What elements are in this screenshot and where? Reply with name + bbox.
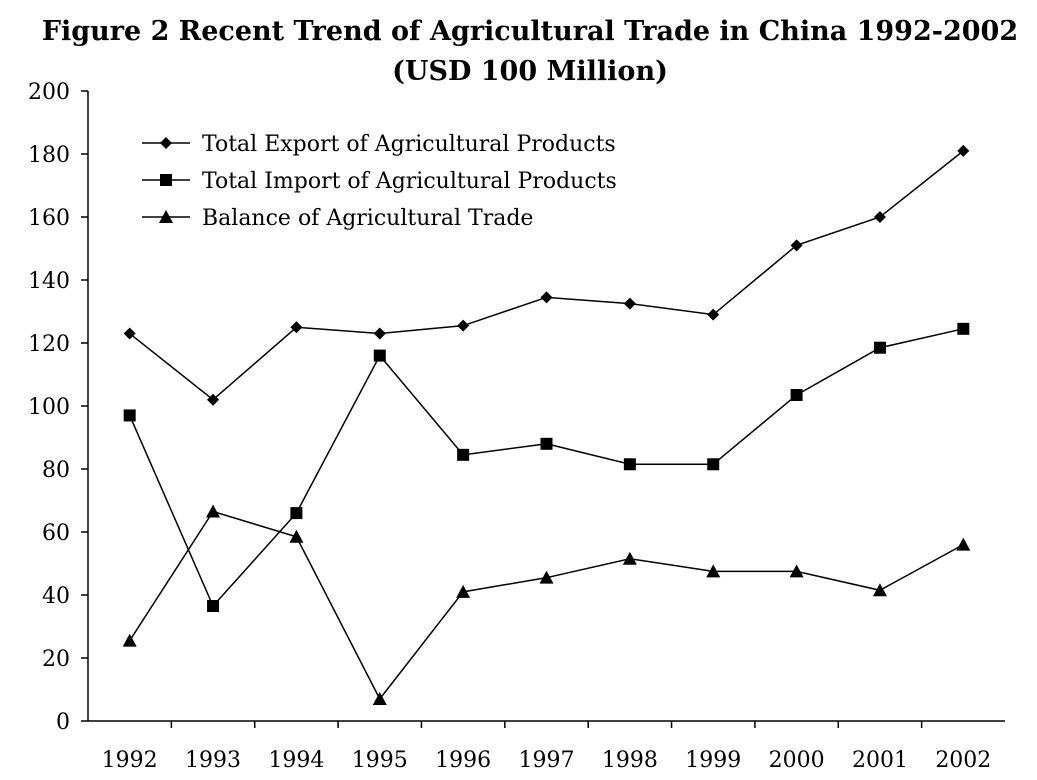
data-point-square — [873, 341, 886, 354]
series-square — [123, 322, 970, 613]
data-point-triangle — [622, 551, 637, 565]
data-point-triangle — [289, 529, 304, 543]
data-point-diamond — [790, 239, 803, 252]
data-point-diamond — [123, 327, 136, 340]
data-point-triangle — [789, 564, 804, 578]
x-tick-label: 1992 — [102, 748, 158, 773]
y-tick-label: 0 — [56, 710, 70, 735]
series-line — [129, 510, 964, 701]
legend-item: Total Import of Agricultural Products — [142, 169, 617, 194]
data-point-diamond — [957, 144, 970, 157]
x-tick-label: 2001 — [852, 748, 908, 773]
data-point-diamond — [540, 291, 553, 304]
data-point-square — [290, 507, 303, 520]
chart-subtitle: (USD 100 Million) — [392, 56, 668, 87]
data-point-diamond — [623, 297, 636, 310]
data-point-square — [623, 458, 636, 471]
data-point-triangle — [456, 584, 471, 598]
data-point-diamond — [373, 327, 386, 340]
y-tick-label: 180 — [28, 143, 70, 168]
y-tick-label: 100 — [28, 395, 70, 420]
data-point-square — [790, 388, 803, 401]
data-point-triangle — [872, 583, 887, 597]
y-tick-label: 140 — [28, 269, 70, 294]
data-point-square — [457, 448, 470, 461]
x-tick-label: 1997 — [519, 748, 575, 773]
data-point-square — [123, 409, 136, 422]
chart-title: Figure 2 Recent Trend of Agricultural Tr… — [42, 16, 1018, 47]
data-point-diamond — [207, 393, 220, 406]
data-point-square — [957, 322, 970, 335]
y-tick-label: 40 — [42, 584, 70, 609]
x-tick-label: 1996 — [435, 748, 491, 773]
legend-label: Total Import of Agricultural Products — [202, 169, 617, 194]
data-point-triangle — [539, 570, 554, 584]
legend-label: Total Export of Agricultural Products — [202, 132, 616, 157]
y-tick-label: 20 — [42, 647, 70, 672]
y-tick-label: 80 — [42, 458, 70, 483]
data-point-triangle — [956, 537, 971, 551]
series-line — [128, 328, 964, 608]
legend-item: Balance of Agricultural Trade — [142, 206, 533, 231]
series-group — [122, 144, 971, 705]
x-tick-label: 1994 — [268, 748, 324, 773]
y-tick-label: 200 — [28, 80, 70, 105]
y-tick-label: 120 — [28, 332, 70, 357]
data-point-square — [707, 458, 720, 471]
series-triangle — [122, 504, 971, 705]
data-point-square — [207, 600, 220, 613]
data-point-triangle — [206, 504, 221, 518]
data-point-diamond — [707, 308, 720, 321]
data-point-triangle — [706, 564, 721, 578]
x-tick-label: 2000 — [769, 748, 825, 773]
y-tick-label: 60 — [42, 521, 70, 546]
data-point-triangle — [372, 691, 387, 705]
legend-marker-triangle — [159, 210, 173, 223]
legend-marker-diamond — [160, 137, 172, 149]
x-tick-label: 2002 — [935, 748, 991, 773]
data-point-square — [540, 437, 553, 450]
legend-item: Total Export of Agricultural Products — [142, 132, 616, 157]
axes: 0 20 40 60 80 100 120 140 160 180 200 1992 1993 1994 1… — [28, 80, 1005, 773]
data-point-diamond — [457, 319, 470, 332]
legend-marker-square — [160, 174, 172, 186]
legend-label: Balance of Agricultural Trade — [202, 206, 533, 231]
y-tick-label: 160 — [28, 206, 70, 231]
data-point-diamond — [290, 321, 303, 334]
data-point-triangle — [122, 633, 137, 647]
data-point-diamond — [873, 211, 886, 223]
legend: Total Export of Agricultural Products Tot… — [142, 132, 617, 231]
x-tick-label: 1998 — [602, 748, 658, 773]
x-tick-label: 1995 — [352, 748, 408, 773]
x-tick-label: 1999 — [685, 748, 741, 773]
series-diamond — [123, 144, 970, 406]
data-point-square — [373, 349, 386, 362]
x-tick-label: 1993 — [185, 748, 241, 773]
